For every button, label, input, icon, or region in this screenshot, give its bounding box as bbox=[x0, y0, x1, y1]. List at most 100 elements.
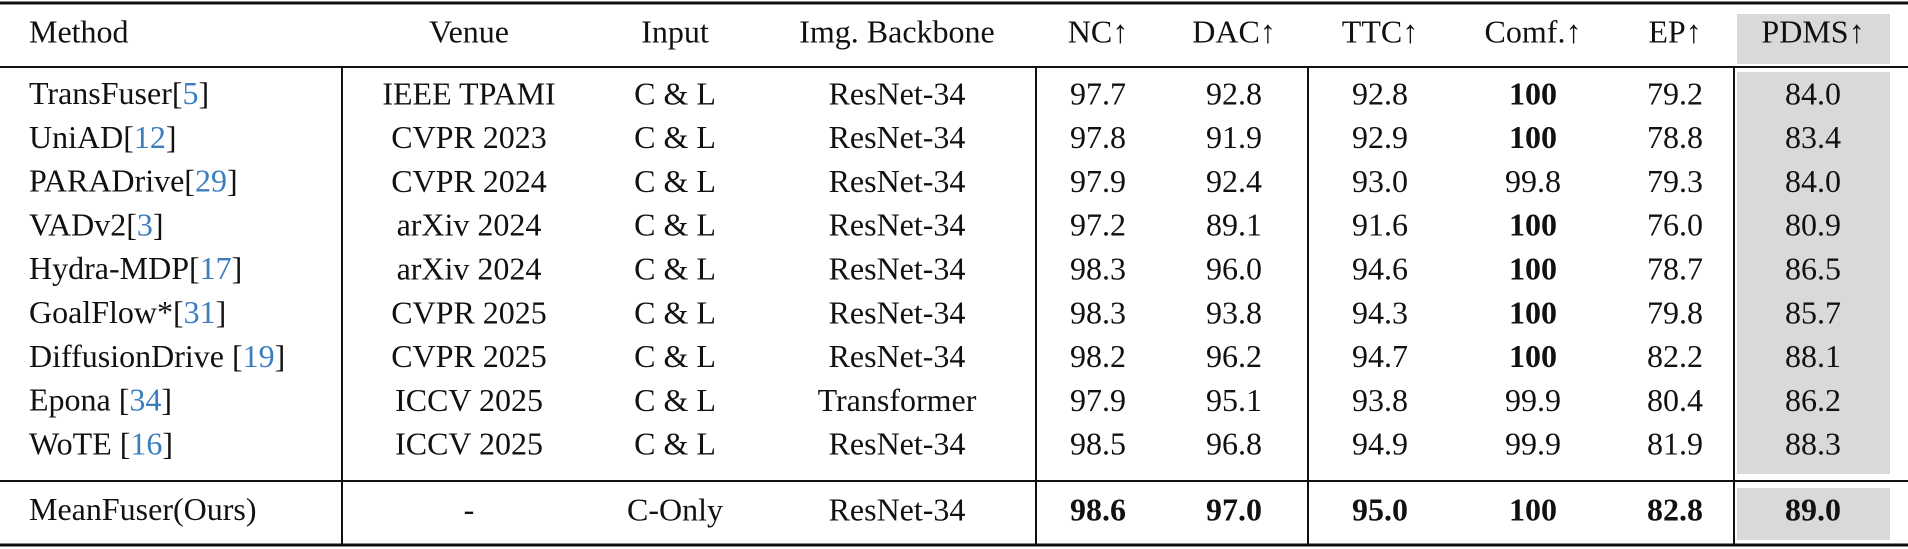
header-cell: NC↑ bbox=[1068, 13, 1128, 49]
method-text: TransFuser[ bbox=[29, 75, 183, 111]
table-cell: 83.4 bbox=[1785, 119, 1841, 155]
method-text: ] bbox=[199, 75, 210, 111]
table-cell: 79.8 bbox=[1647, 294, 1703, 330]
table-cell: ICCV 2025 bbox=[395, 382, 543, 418]
table-cell: C & L bbox=[634, 119, 716, 155]
highlight-column bbox=[1737, 72, 1890, 474]
table-cell: 86.2 bbox=[1785, 382, 1841, 418]
table-cell: 76.0 bbox=[1647, 207, 1703, 243]
table-cell: 93.0 bbox=[1352, 163, 1408, 199]
table-cell: C & L bbox=[634, 75, 716, 111]
citation: 34 bbox=[129, 382, 161, 418]
method-cell: TransFuser[5] bbox=[29, 75, 209, 111]
method-text: ] bbox=[227, 163, 238, 199]
table-cell: 96.0 bbox=[1206, 251, 1262, 287]
method-text: VADv2[ bbox=[29, 207, 137, 243]
table-cell: 81.9 bbox=[1647, 426, 1703, 462]
table-cell: 92.8 bbox=[1206, 75, 1262, 111]
table-cell: C & L bbox=[634, 382, 716, 418]
table-cell: 97.7 bbox=[1070, 75, 1126, 111]
table-cell: 95.0 bbox=[1352, 491, 1408, 527]
table-cell: 100 bbox=[1509, 338, 1557, 374]
citation: 29 bbox=[195, 163, 227, 199]
table-cell: CVPR 2025 bbox=[391, 338, 547, 374]
table-cell: C & L bbox=[634, 426, 716, 462]
method-text: Hydra-MDP[ bbox=[29, 251, 200, 287]
header-cell: Venue bbox=[429, 13, 509, 49]
method-text: ] bbox=[216, 294, 227, 330]
table-cell: Transformer bbox=[818, 382, 977, 418]
table-cell: C & L bbox=[634, 294, 716, 330]
citation: 5 bbox=[183, 75, 199, 111]
method-cell: GoalFlow*[31] bbox=[29, 294, 226, 330]
table-cell: 91.9 bbox=[1206, 119, 1262, 155]
table-cell: 98.5 bbox=[1070, 426, 1126, 462]
table-cell: 82.8 bbox=[1647, 491, 1703, 527]
table-cell: 84.0 bbox=[1785, 163, 1841, 199]
method-text: UniAD[ bbox=[29, 119, 134, 155]
table-cell: 78.8 bbox=[1647, 119, 1703, 155]
highlight-final bbox=[1737, 488, 1890, 540]
table-cell: 82.2 bbox=[1647, 338, 1703, 374]
header-cell: Comf.↑ bbox=[1485, 13, 1582, 49]
method-cell: MeanFuser(Ours) bbox=[29, 491, 257, 527]
table-cell: 97.8 bbox=[1070, 119, 1126, 155]
citation: 17 bbox=[200, 251, 232, 287]
table-cell: CVPR 2023 bbox=[391, 119, 547, 155]
method-text: MeanFuser(Ours) bbox=[29, 491, 257, 527]
table-cell: arXiv 2024 bbox=[397, 207, 542, 243]
table-cell: 91.6 bbox=[1352, 207, 1408, 243]
method-cell: Hydra-MDP[17] bbox=[29, 251, 242, 287]
table-cell: 100 bbox=[1509, 251, 1557, 287]
table-cell: C & L bbox=[634, 251, 716, 287]
method-cell: VADv2[3] bbox=[29, 207, 164, 243]
method-text: ] bbox=[166, 119, 177, 155]
table-cell: 93.8 bbox=[1206, 294, 1262, 330]
table-cell: ResNet-34 bbox=[829, 119, 966, 155]
table-cell: ResNet-34 bbox=[829, 163, 966, 199]
table-cell: 78.7 bbox=[1647, 251, 1703, 287]
table-cell: 89.1 bbox=[1206, 207, 1262, 243]
table-cell: 86.5 bbox=[1785, 251, 1841, 287]
table-cell: 98.3 bbox=[1070, 294, 1126, 330]
header-cell: PDMS↑ bbox=[1761, 13, 1864, 49]
table-cell: ICCV 2025 bbox=[395, 426, 543, 462]
method-cell: UniAD[12] bbox=[29, 119, 177, 155]
method-cell: Epona [34] bbox=[29, 382, 172, 418]
table-cell: ResNet-34 bbox=[829, 491, 966, 527]
header-cell: Img. Backbone bbox=[799, 13, 995, 49]
method-text: ] bbox=[232, 251, 243, 287]
table-cell: 96.8 bbox=[1206, 426, 1262, 462]
table-cell: 100 bbox=[1509, 207, 1557, 243]
table-cell: CVPR 2025 bbox=[391, 294, 547, 330]
table-cell: 99.9 bbox=[1505, 382, 1561, 418]
table-cell: IEEE TPAMI bbox=[382, 75, 555, 111]
header-cell: Input bbox=[641, 13, 709, 49]
table-cell: 88.1 bbox=[1785, 338, 1841, 374]
table-cell: 99.9 bbox=[1505, 426, 1561, 462]
table-cell: ResNet-34 bbox=[829, 426, 966, 462]
method-text: PARADrive[ bbox=[29, 163, 195, 199]
table-cell: 89.0 bbox=[1785, 491, 1841, 527]
citation: 31 bbox=[184, 294, 216, 330]
table-cell: 100 bbox=[1509, 119, 1557, 155]
header-cell: EP↑ bbox=[1648, 13, 1701, 49]
method-text: Epona [ bbox=[29, 382, 129, 418]
table-cell: 97.2 bbox=[1070, 207, 1126, 243]
table-cell: 92.4 bbox=[1206, 163, 1262, 199]
table-cell: - bbox=[464, 491, 475, 527]
method-cell: DiffusionDrive [19] bbox=[29, 338, 285, 374]
table-cell: 98.3 bbox=[1070, 251, 1126, 287]
table-cell: 97.9 bbox=[1070, 382, 1126, 418]
header-cell: DAC↑ bbox=[1192, 13, 1276, 49]
citation: 3 bbox=[137, 207, 153, 243]
method-text: GoalFlow*[ bbox=[29, 294, 184, 330]
table-cell: C-Only bbox=[627, 491, 723, 527]
table-cell: 94.9 bbox=[1352, 426, 1408, 462]
table-cell: 100 bbox=[1509, 75, 1557, 111]
table-cell: 92.9 bbox=[1352, 119, 1408, 155]
table-cell: ResNet-34 bbox=[829, 338, 966, 374]
table-cell: 96.2 bbox=[1206, 338, 1262, 374]
table-cell: ResNet-34 bbox=[829, 294, 966, 330]
